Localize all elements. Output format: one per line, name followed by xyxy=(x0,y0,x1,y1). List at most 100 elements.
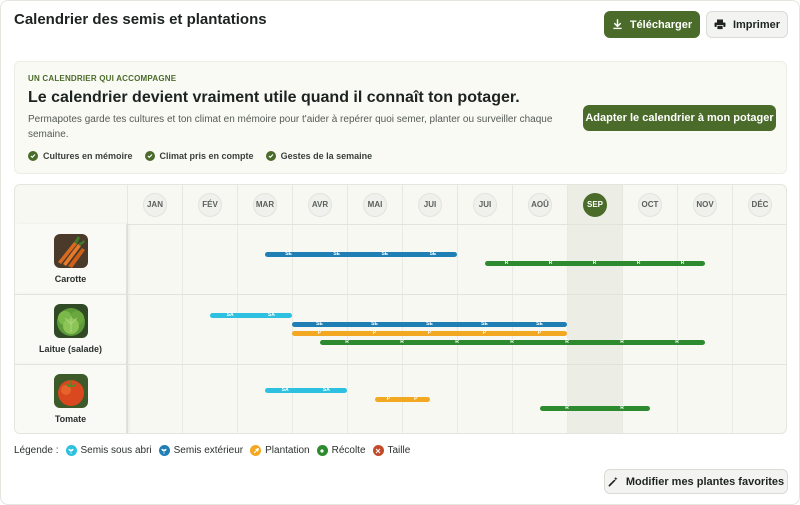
month-header: FÉV xyxy=(182,185,237,224)
grid-column-line xyxy=(182,224,183,433)
legend-label: Semis extérieur xyxy=(173,445,244,456)
grid-column-line xyxy=(512,224,513,433)
banner-headline: Le calendrier devient vraiment utile qua… xyxy=(28,89,520,106)
calendar-bar-se[interactable]: SE SE SE SE SE xyxy=(292,322,567,327)
download-label: Télécharger xyxy=(629,18,693,31)
calendar-bar-sa[interactable]: SA SA xyxy=(264,386,347,393)
month-header: OCT xyxy=(622,185,677,224)
adapt-calendar-button[interactable]: Adapter le calendrier à mon potager xyxy=(583,105,776,131)
legend: Légende : Semis sous abri Semis extérieu… xyxy=(14,445,410,456)
bar-label: R xyxy=(345,339,349,345)
plant-row-header[interactable]: Laitue (salade) xyxy=(15,294,127,364)
bar-label: SE xyxy=(316,321,323,327)
current-month-column xyxy=(567,185,622,433)
bar-label: R xyxy=(592,260,597,266)
tomato-photo xyxy=(53,374,88,408)
month-header: MAR xyxy=(237,185,292,224)
legend-label: Récolte xyxy=(331,445,366,456)
month-label[interactable]: JUI xyxy=(473,192,497,217)
month-header: DÉC xyxy=(732,185,786,224)
print-label: Imprimer xyxy=(732,18,781,31)
calendar-bar-sa[interactable]: SA SA xyxy=(209,312,292,318)
basket-icon xyxy=(316,445,328,456)
bar-label: P xyxy=(317,330,322,336)
month-label[interactable]: AVR xyxy=(308,192,332,217)
bar-label: R xyxy=(400,339,404,345)
row-divider xyxy=(15,364,786,365)
planting-calendar: JAN FÉV MAR AVR MAI JUI JUI AOÛ SEP OCT NOV DÉC Caro… xyxy=(14,184,787,434)
feature-item: Climat pris en compte xyxy=(144,151,254,161)
download-button[interactable]: Télécharger xyxy=(604,11,700,38)
banner-eyebrow: UN CALENDRIER QUI ACCOMPAGNE xyxy=(28,74,177,83)
month-label[interactable]: DÉC xyxy=(748,192,772,217)
bar-label: R xyxy=(680,260,685,266)
bar-label: SE xyxy=(285,251,292,257)
month-label[interactable]: MAI xyxy=(363,192,387,217)
carrot-photo xyxy=(53,234,88,268)
month-header: JAN xyxy=(127,185,182,224)
grid-column-line xyxy=(732,224,733,433)
calendar-bar-se[interactable]: SE SE SE SE xyxy=(264,251,457,257)
bar-label: SA xyxy=(267,312,275,318)
month-label[interactable]: MAR xyxy=(253,192,277,217)
month-header: NOV xyxy=(677,185,732,224)
month-label[interactable]: NOV xyxy=(693,192,717,217)
feature-item: Gestes de la semaine xyxy=(265,151,373,161)
month-header: MAI xyxy=(347,185,402,224)
print-button[interactable]: Imprimer xyxy=(706,11,788,38)
month-header: AOÛ xyxy=(512,185,567,224)
bar-label: SA xyxy=(226,312,234,318)
feature-label: Gestes de la semaine xyxy=(280,151,373,161)
legend-title: Légende : xyxy=(14,445,59,456)
grid-column-line xyxy=(237,224,238,433)
month-label[interactable]: JAN xyxy=(143,192,167,217)
header-divider xyxy=(15,224,786,225)
feature-item: Cultures en mémoire xyxy=(28,151,133,161)
bar-label: P xyxy=(372,330,377,336)
month-header: SEP xyxy=(567,185,622,224)
bar-label: P xyxy=(386,395,390,402)
plant-row-header[interactable]: Tomate xyxy=(15,364,127,433)
grid-column-line xyxy=(622,224,623,433)
bar-label: P xyxy=(537,330,542,336)
page-title: Calendrier des semis et plantations xyxy=(14,11,267,28)
month-label[interactable]: FÉV xyxy=(198,192,222,217)
bar-label: R xyxy=(565,339,569,345)
edit-favorites-label: Modifier mes plantes favorites xyxy=(625,475,785,488)
edit-favorites-button[interactable]: Modifier mes plantes favorites xyxy=(604,469,788,494)
month-label[interactable]: SEP xyxy=(583,192,607,217)
month-label[interactable]: JUI xyxy=(418,192,442,217)
lettuce-photo xyxy=(53,304,88,338)
grid-column-line xyxy=(127,224,128,433)
month-label[interactable]: OCT xyxy=(638,192,662,217)
grid-column-line xyxy=(347,224,348,433)
plant-name: Carotte xyxy=(54,274,87,284)
feature-label: Climat pris en compte xyxy=(159,151,254,161)
grid-column-line xyxy=(567,224,568,433)
download-icon xyxy=(612,19,623,30)
month-label[interactable]: AOÛ xyxy=(528,192,552,217)
bar-label: SA xyxy=(322,386,330,393)
legend-item-recolte: Récolte xyxy=(316,445,366,456)
seedling-icon xyxy=(65,445,77,456)
bar-label: R xyxy=(510,339,514,345)
bar-label: SE xyxy=(381,251,389,257)
scissors-icon xyxy=(372,445,384,456)
legend-item-semis-exterieur: Semis extérieur xyxy=(158,445,244,456)
bar-label: P xyxy=(427,330,432,336)
month-header: JUI xyxy=(402,185,457,224)
grid-column-line xyxy=(677,224,678,433)
bar-label: SE xyxy=(429,251,437,257)
bar-label: SE xyxy=(371,321,378,327)
bar-label: R xyxy=(504,260,509,266)
feature-list: Cultures en mémoire Climat pris en compt… xyxy=(28,151,372,161)
bar-label: R xyxy=(675,339,679,345)
bar-label: R xyxy=(620,404,624,411)
plant-row-header[interactable]: Carotte xyxy=(15,224,127,294)
